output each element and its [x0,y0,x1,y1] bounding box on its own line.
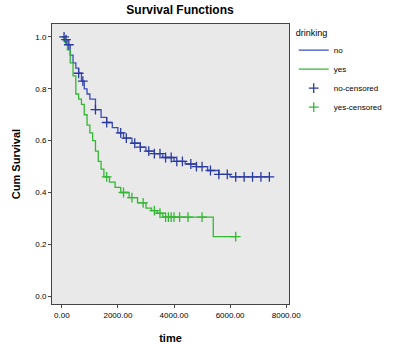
svg-text:2000.00: 2000.00 [103,311,132,320]
svg-text:4000.00: 4000.00 [160,311,189,320]
svg-text:time: time [159,332,182,344]
svg-text:0.2: 0.2 [35,240,47,249]
svg-text:8000.00: 8000.00 [272,311,301,320]
svg-text:6000.00: 6000.00 [216,311,245,320]
svg-text:Cum Survival: Cum Survival [10,129,22,199]
svg-text:no: no [334,46,343,55]
svg-text:0.4: 0.4 [35,188,47,197]
svg-text:1.0: 1.0 [35,33,47,42]
svg-text:0.00: 0.00 [54,311,70,320]
svg-text:0.6: 0.6 [35,136,47,145]
svg-text:no-censored: no-censored [334,84,378,93]
svg-text:yes: yes [334,65,346,74]
svg-text:0.8: 0.8 [35,85,47,94]
svg-text:drinking: drinking [296,28,328,38]
svg-text:yes-censored: yes-censored [334,103,382,112]
svg-text:0.0: 0.0 [35,292,47,301]
svg-text:Survival Functions: Survival Functions [126,3,234,17]
